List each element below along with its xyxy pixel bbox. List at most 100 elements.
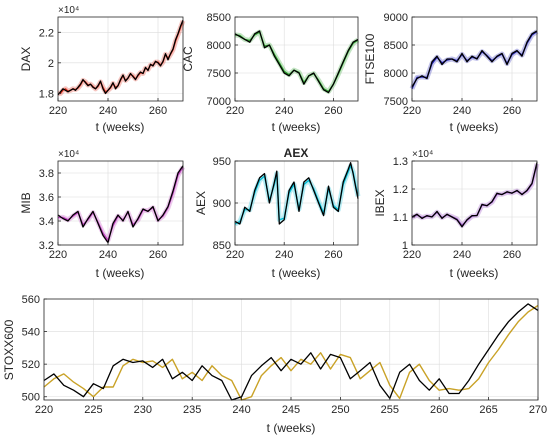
ticks-dax: 220 240 260 1.8 2 2.2 [39, 27, 167, 117]
actual-line-ftse [411, 30, 538, 88]
y-tick-label: 950 [213, 156, 231, 168]
series-dax [57, 19, 186, 96]
y-tick-label: 8000 [384, 68, 408, 80]
y-tick-label: 500 [22, 392, 40, 404]
x-tick-label: 265 [479, 404, 497, 416]
x-tick-label: 255 [381, 404, 399, 416]
y-tick-label: 520 [22, 359, 40, 371]
grid-stoxx [43, 298, 539, 400]
x-tick-label: 220 [35, 404, 53, 416]
prediction-band-ftse [409, 29, 539, 90]
x-tick-label: 250 [331, 404, 349, 416]
series-aex [233, 162, 361, 227]
x-tick-label: 220 [403, 249, 421, 261]
ylabel-cac: CAC [181, 46, 195, 72]
y-tick-label: 2.2 [39, 27, 54, 39]
y-tick-label: 7500 [207, 68, 231, 80]
y-tick-label: 850 [213, 240, 231, 252]
exponent-ibex: ×10⁴ [412, 149, 433, 160]
axes-frame-cac [234, 16, 359, 102]
prediction-band-mib [58, 165, 186, 243]
exponent-mib: ×10⁴ [58, 149, 79, 160]
ticks-ibex: 220 240 260 1 1.1 1.2 1.3 [393, 156, 521, 261]
y-tick-label: 3.2 [39, 240, 54, 252]
actual-line-dax [57, 19, 184, 96]
panel-ftse100: 220 240 260 7500 8000 8500 9000 t (weeks) FTSE… [363, 12, 539, 134]
series-mib [57, 165, 186, 244]
ylabel-stoxx: STOXX600 [2, 319, 16, 380]
exponent-dax: ×10⁴ [58, 5, 79, 16]
ticks-ftse: 220 240 260 7500 8000 8500 9000 [384, 12, 522, 117]
panel-dax: 220 240 260 1.8 2 2.2 ×10⁴ t (weeks) DAX [19, 5, 186, 134]
xlabel-ftse: t (weeks) [450, 120, 499, 134]
series-ftse [409, 29, 539, 90]
grid-cac [234, 16, 358, 102]
x-tick-label: 220 [49, 249, 67, 261]
x-tick-label: 260 [324, 249, 342, 261]
ylabel-mib: MIB [19, 192, 33, 213]
series-stoxx [43, 303, 539, 401]
y-tick-label: 8500 [384, 40, 408, 52]
x-tick-label: 260 [149, 105, 167, 117]
actual-line-mib [57, 165, 184, 244]
x-tick-label: 260 [149, 249, 167, 261]
x-tick-label: 230 [134, 404, 152, 416]
y-tick-label: 1 [402, 240, 408, 252]
y-tick-label: 900 [213, 198, 231, 210]
predicted-line-stoxx [43, 304, 539, 401]
xlabel-ibex: t (weeks) [450, 266, 499, 280]
series-ibex [410, 162, 540, 228]
ticks-mib: 220 240 260 3.2 3.4 3.6 3.8 [39, 168, 167, 261]
x-tick-label: 220 [226, 105, 244, 117]
axes-frame-ftse [411, 16, 538, 102]
x-tick-label: 260 [430, 404, 448, 416]
prediction-band-cac [234, 29, 360, 94]
y-tick-label: 7500 [384, 96, 408, 108]
ylabel-dax: DAX [19, 47, 33, 72]
x-tick-label: 235 [183, 404, 201, 416]
panel-aex: 220 240 260 850 900 950 AEX t (weeks) AEX [194, 146, 361, 280]
panel-mib: 220 240 260 3.2 3.4 3.6 3.8 ×10⁴ t (weeks) MIB [19, 149, 186, 280]
ylabel-aex: AEX [194, 191, 208, 215]
y-tick-label: 7000 [207, 96, 231, 108]
y-tick-label: 8000 [207, 40, 231, 52]
y-tick-label: 3.8 [39, 168, 54, 180]
axes-frame-dax [57, 16, 184, 102]
y-tick-label: 3.4 [39, 216, 54, 228]
series-cac [234, 29, 360, 94]
xlabel-stoxx: t (weeks) [267, 421, 316, 435]
x-tick-label: 220 [226, 249, 244, 261]
actual-line-aex [234, 162, 359, 225]
actual-line-cac [234, 30, 359, 94]
predicted-line-mib [58, 166, 184, 241]
x-tick-label: 260 [324, 105, 342, 117]
ticks-aex: 220 240 260 850 900 950 [213, 156, 343, 261]
panel-ibex: 220 240 260 1 1.1 1.2 1.3 ×10⁴ t (weeks) IBEX [373, 149, 540, 280]
y-tick-label: 9000 [384, 12, 408, 24]
xlabel-mib: t (weeks) [96, 266, 145, 280]
y-tick-label: 8500 [207, 12, 231, 24]
y-tick-label: 1.2 [393, 184, 408, 196]
panel-cac: 220 240 260 7000 7500 8000 8500 t (weeks) CAC [181, 12, 360, 134]
y-tick-label: 560 [22, 294, 40, 306]
x-tick-label: 260 [503, 249, 521, 261]
title-aex: AEX [284, 146, 309, 160]
actual-line-ibex [411, 162, 538, 228]
x-tick-label: 270 [529, 404, 547, 416]
ylabel-ibex: IBEX [373, 189, 387, 216]
xlabel-aex: t (weeks) [272, 266, 321, 280]
panel-stoxx600: 220 225 230 235 240 245 250 255 260 265 270 500 520 5… [2, 294, 547, 435]
y-tick-label: 1.8 [39, 88, 54, 100]
axes-frame-ibex [411, 160, 538, 246]
axes-frame-mib [57, 160, 184, 246]
x-tick-label: 260 [503, 105, 521, 117]
ticks-cac: 220 240 260 7000 7500 8000 8500 [207, 12, 343, 117]
x-tick-label: 240 [275, 249, 293, 261]
x-tick-label: 220 [403, 105, 421, 117]
y-tick-label: 540 [22, 327, 40, 339]
predicted-line-cac [234, 31, 359, 93]
x-tick-label: 240 [453, 105, 471, 117]
x-tick-label: 240 [453, 249, 471, 261]
